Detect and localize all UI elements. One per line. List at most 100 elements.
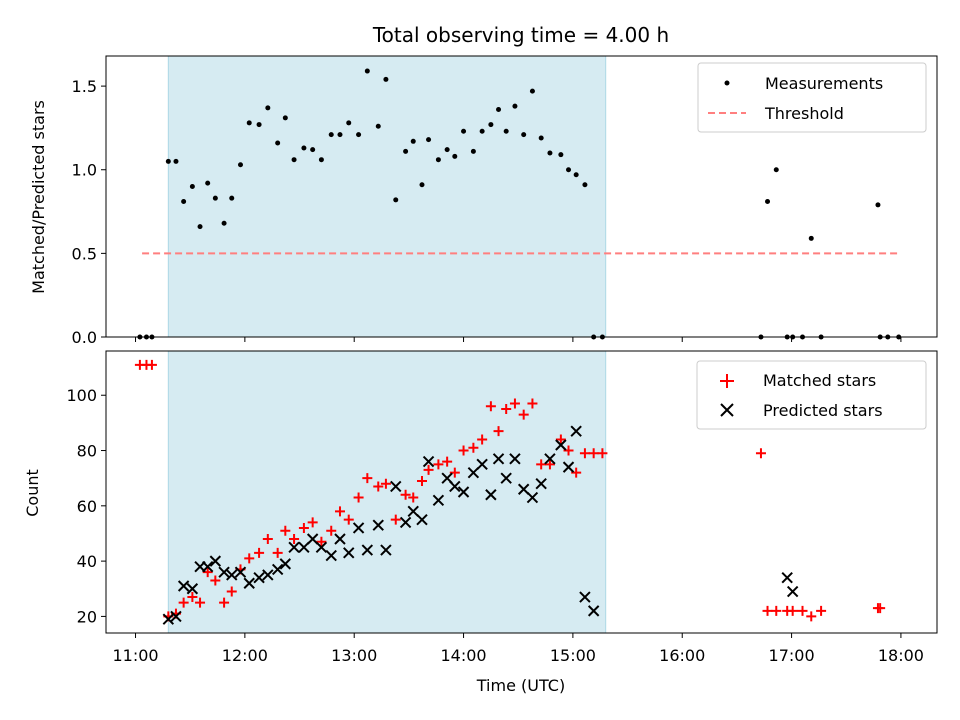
measurement-point	[573, 172, 579, 178]
matched-star-point	[343, 514, 354, 525]
chart-title: Total observing time = 4.00 h	[372, 23, 669, 47]
predicted-star-point	[457, 486, 470, 498]
matched-star-point	[390, 514, 401, 525]
matched-star-point	[771, 605, 782, 616]
matched-star-point	[298, 522, 309, 533]
legend-measurements-marker	[724, 80, 730, 86]
matched-star-point	[501, 404, 512, 415]
predicted-star-point	[372, 519, 384, 531]
matched-star-point	[254, 547, 265, 558]
measurement-point	[246, 120, 252, 126]
highlight-span-bottom	[167, 350, 607, 634]
matched-star-point	[423, 464, 434, 475]
measurement-point	[488, 122, 494, 128]
matched-star-point	[195, 597, 206, 608]
matched-star-point	[219, 597, 230, 608]
bottom-panel: 20 40 60 80 100 11:00 12:00 13:00 14:00 15:00 16:…	[23, 350, 938, 695]
measurement-point	[529, 88, 535, 94]
matched-star-point	[210, 575, 221, 586]
matched-star-point	[579, 448, 590, 459]
legend-predicted-label: Predicted stars	[763, 401, 883, 420]
predicted-star-point	[209, 555, 222, 567]
bottom-y-axis-label: Count	[23, 469, 42, 517]
measurement-point	[452, 153, 458, 159]
predicted-star-point	[432, 494, 445, 507]
measurement-point	[582, 182, 588, 188]
measurement-point	[229, 195, 235, 201]
measurement-point	[512, 103, 518, 109]
measurement-point	[375, 123, 381, 129]
measurement-point	[765, 199, 771, 205]
predicted-star-point	[579, 591, 591, 603]
measurement-point	[173, 158, 179, 164]
measurement-point	[461, 128, 467, 134]
predicted-star-point	[218, 566, 230, 578]
measurement-point	[435, 157, 441, 163]
matched-star-point	[178, 597, 189, 608]
top-y-axis-label: Matched/Predicted stars	[29, 100, 48, 294]
measurement-point	[470, 148, 476, 154]
matched-star-point	[226, 586, 237, 597]
predicted-star-point	[781, 571, 793, 584]
predicted-star-point	[243, 577, 255, 589]
predicted-star-point	[162, 613, 175, 625]
legend-threshold-label: Threshold	[764, 104, 844, 123]
measurement-point	[808, 235, 814, 241]
matched-star-point	[187, 592, 198, 603]
matched-star-point	[280, 525, 291, 536]
matched-star-point	[806, 611, 817, 622]
matched-star-point	[442, 456, 453, 467]
predicted-star-point	[416, 513, 428, 526]
bottom-x-ticks: 11:00 12:00 13:00 14:00 15:00 16:00 17:00 18:00	[112, 633, 924, 665]
x-tick-label: 14:00	[440, 646, 486, 665]
x-tick-label: 15:00	[550, 646, 596, 665]
predicted-star-point	[500, 472, 512, 484]
x-tick-label: 11:00	[112, 646, 158, 665]
measurement-point	[265, 105, 271, 111]
predicted-star-point	[476, 458, 488, 471]
predicted-star-point	[325, 549, 337, 562]
matched-star-point	[597, 448, 608, 459]
top-panel: 0.0 0.5 1.0 1.5 Matched/Predicted stars Mea…	[29, 55, 938, 347]
matched-star-point	[787, 605, 798, 616]
x-tick-label: 13:00	[331, 646, 377, 665]
matched-star-point	[477, 434, 488, 445]
y-tick-label: 1.0	[72, 161, 97, 180]
predicted-star-point	[343, 547, 355, 559]
bottom-legend: Matched stars Predicted stars	[696, 360, 927, 430]
measurement-point	[875, 202, 881, 208]
top-legend-box	[697, 62, 927, 133]
matched-star-point	[307, 517, 318, 528]
matched-star-point	[816, 605, 827, 616]
legend-matched-marker	[720, 374, 734, 388]
predicted-star-point	[517, 483, 530, 495]
predicted-star-point	[234, 566, 247, 578]
matched-star-point	[433, 459, 444, 470]
legend-predicted-marker	[720, 403, 734, 417]
matched-star-point	[544, 459, 555, 470]
legend-matched-label: Matched stars	[763, 371, 876, 390]
matched-star-point	[509, 398, 520, 409]
matched-star-point	[146, 359, 157, 370]
predicted-star-point	[170, 610, 182, 623]
matched-star-point	[493, 426, 504, 437]
matched-star-point	[555, 434, 566, 445]
matched-star-point	[762, 605, 773, 616]
predicted-star-point	[315, 541, 328, 554]
measurement-point	[403, 148, 409, 154]
matched-star-point	[588, 448, 599, 459]
predicted-star-points	[162, 425, 799, 625]
y-tick-label: 0.5	[72, 244, 97, 263]
measurement-point	[165, 158, 171, 164]
measurement-point	[291, 157, 297, 163]
measurement-point	[197, 224, 203, 230]
x-tick-label: 12:00	[222, 646, 268, 665]
predicted-star-point	[288, 541, 300, 554]
x-tick-label: 18:00	[878, 646, 924, 665]
predicted-star-point	[390, 480, 402, 493]
matched-star-point	[458, 445, 469, 456]
measurement-point	[212, 195, 218, 201]
y-tick-label: 20	[77, 607, 97, 626]
y-tick-label: 40	[77, 552, 97, 571]
